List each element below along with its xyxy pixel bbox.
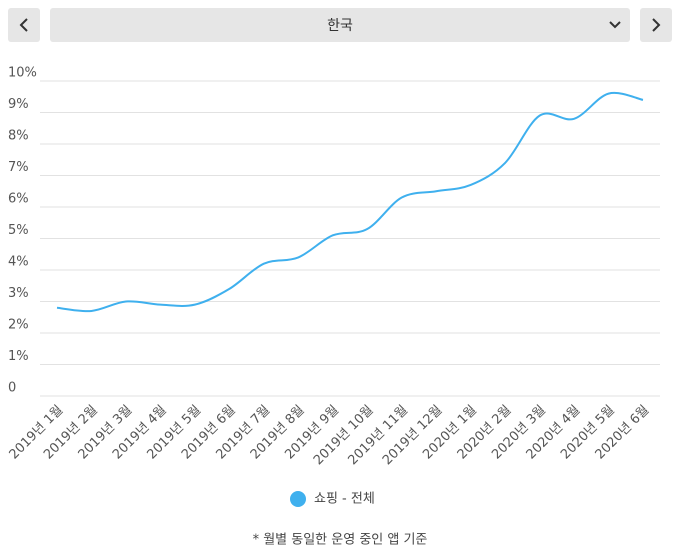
y-tick-label: 6% — [8, 192, 29, 207]
y-tick-label: 7% — [8, 160, 29, 175]
y-tick-label: 3% — [8, 286, 29, 301]
region-select[interactable] — [50, 8, 630, 42]
footnote: * 월별 동일한 운영 중인 앱 기준 — [253, 533, 428, 548]
y-tick-label: 8% — [8, 129, 29, 144]
y-tick-label: 2% — [8, 318, 29, 333]
series-line — [56, 91, 644, 313]
y-tick-label: 5% — [8, 223, 29, 238]
y-tick-label: 1% — [8, 349, 29, 364]
select-chevron — [609, 21, 621, 29]
y-tick-label: 9% — [8, 97, 29, 112]
prev-button[interactable] — [8, 8, 40, 42]
region-value: 한국 — [327, 18, 353, 34]
y-tick-label: 0 — [8, 381, 16, 396]
prev-icon — [19, 18, 28, 32]
next-icon — [652, 18, 661, 32]
legend-marker — [290, 491, 306, 507]
legend-label: 쇼핑 - 전체 — [314, 492, 375, 507]
y-tick-label: 4% — [8, 255, 29, 270]
next-button[interactable] — [640, 8, 672, 42]
y-tick-label: 10% — [8, 66, 37, 81]
